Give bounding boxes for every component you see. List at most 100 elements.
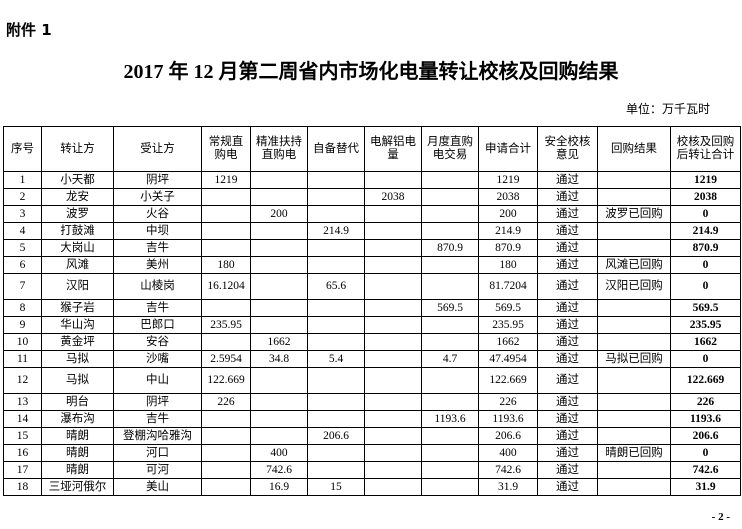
table-cell: 226 xyxy=(670,393,741,411)
table-cell xyxy=(597,333,671,351)
table-row: 10 黄金坪 安谷 1662 1662 通过 1662 xyxy=(3,333,741,351)
table-cell xyxy=(597,393,671,411)
table-cell: 火谷 xyxy=(113,205,202,223)
table-cell: 235.95 xyxy=(478,316,538,334)
table-cell: 波罗 xyxy=(41,205,114,223)
table-cell: 1219 xyxy=(201,171,251,189)
table-cell: 122.669 xyxy=(670,367,741,394)
table-cell xyxy=(250,171,308,189)
table-cell xyxy=(421,256,479,274)
table-cell: 742.6 xyxy=(670,461,741,479)
page-number: - 2 - xyxy=(711,511,730,523)
table-cell: 569.5 xyxy=(421,299,479,317)
table-cell: 2 xyxy=(3,188,42,206)
table-cell xyxy=(597,239,671,257)
column-header: 申请合计 xyxy=(478,126,538,172)
table-cell xyxy=(421,444,479,462)
table-cell: 2038 xyxy=(364,188,422,206)
table-cell: 通过 xyxy=(537,239,598,257)
table-cell: 870.9 xyxy=(421,239,479,257)
table-cell xyxy=(421,393,479,411)
table-cell xyxy=(364,239,422,257)
table-cell xyxy=(421,222,479,240)
table-cell xyxy=(201,461,251,479)
table-cell: 742.6 xyxy=(478,461,538,479)
table-cell: 美州 xyxy=(113,256,202,274)
table-cell: 235.95 xyxy=(670,316,741,334)
table-cell xyxy=(421,188,479,206)
table-cell: 235.95 xyxy=(201,316,251,334)
table-cell: 小天都 xyxy=(41,171,114,189)
table-cell xyxy=(250,367,308,394)
column-header: 校核及回购后转让合计 xyxy=(670,126,741,172)
table-cell xyxy=(307,205,365,223)
table-row: 9 华山沟 巴郎口 235.95 235.95 通过 235.95 xyxy=(3,316,741,334)
table-cell: 沙嘴 xyxy=(113,350,202,368)
table-cell: 14 xyxy=(3,410,42,428)
column-header: 常规直购电 xyxy=(201,126,251,172)
table-cell: 马拟 xyxy=(41,367,114,394)
table-cell: 三垭河俄尔 xyxy=(41,478,114,496)
table-row: 12 马拟 中山 122.669 122.669 通过 122.669 xyxy=(3,367,741,394)
table-cell xyxy=(307,367,365,394)
table-cell: 通过 xyxy=(537,427,598,445)
table-cell: 通过 xyxy=(537,188,598,206)
table-cell xyxy=(201,205,251,223)
table-cell xyxy=(597,188,671,206)
table-cell: 通过 xyxy=(537,478,598,496)
table-cell: 1193.6 xyxy=(478,410,538,428)
table-cell: 2.5954 xyxy=(201,350,251,368)
table-cell: 晴朗 xyxy=(41,461,114,479)
table-cell: 0 xyxy=(670,444,741,462)
table-cell xyxy=(250,410,308,428)
table-cell: 742.6 xyxy=(250,461,308,479)
table-cell xyxy=(364,256,422,274)
table-cell: 1193.6 xyxy=(421,410,479,428)
table-cell xyxy=(250,256,308,274)
table-cell xyxy=(421,205,479,223)
table-cell xyxy=(421,367,479,394)
table-cell: 马拟 xyxy=(41,350,114,368)
table-cell: 大岗山 xyxy=(41,239,114,257)
table-cell xyxy=(201,239,251,257)
table-cell xyxy=(250,393,308,411)
table-cell: 16 xyxy=(3,444,42,462)
table-cell: 13 xyxy=(3,393,42,411)
table-header-row: 序号 转让方 受让方 常规直购电 精准扶持直购电 自备替代 电解铝电量 月度直购电交易 申请合计… xyxy=(3,126,741,172)
table-cell: 河口 xyxy=(113,444,202,462)
table-cell: 18 xyxy=(3,478,42,496)
table-cell xyxy=(307,444,365,462)
table-cell: 登棚沟哈雅沟 xyxy=(113,427,202,445)
table-cell: 0 xyxy=(670,350,741,368)
table-cell: 晴朗 xyxy=(41,444,114,462)
table-cell: 阴坪 xyxy=(113,393,202,411)
table-cell xyxy=(307,171,365,189)
table-cell xyxy=(421,316,479,334)
table-cell xyxy=(421,333,479,351)
table-cell xyxy=(364,171,422,189)
table-cell: 通过 xyxy=(537,222,598,240)
table-cell xyxy=(597,461,671,479)
table-cell xyxy=(307,239,365,257)
table-cell xyxy=(364,333,422,351)
table-row: 7 汉阳 山棱岗 16.1204 65.6 81.7204 通过 汉阳已回购 0 xyxy=(3,273,741,300)
table-cell: 0 xyxy=(670,256,741,274)
table-cell xyxy=(201,333,251,351)
table-cell xyxy=(364,205,422,223)
table-cell: 巴郎口 xyxy=(113,316,202,334)
table-cell: 15 xyxy=(3,427,42,445)
table-cell: 通过 xyxy=(537,205,598,223)
table-cell: 通过 xyxy=(537,316,598,334)
table-cell xyxy=(597,171,671,189)
table-cell: 214.9 xyxy=(478,222,538,240)
table-cell xyxy=(307,299,365,317)
table-cell: 瀑布沟 xyxy=(41,410,114,428)
column-header: 自备替代 xyxy=(307,126,365,172)
table-cell xyxy=(597,478,671,496)
table-cell: 阴坪 xyxy=(113,171,202,189)
table-cell xyxy=(597,222,671,240)
table-cell: 安谷 xyxy=(113,333,202,351)
table-cell: 569.5 xyxy=(478,299,538,317)
table-cell: 226 xyxy=(201,393,251,411)
table-cell: 通过 xyxy=(537,393,598,411)
